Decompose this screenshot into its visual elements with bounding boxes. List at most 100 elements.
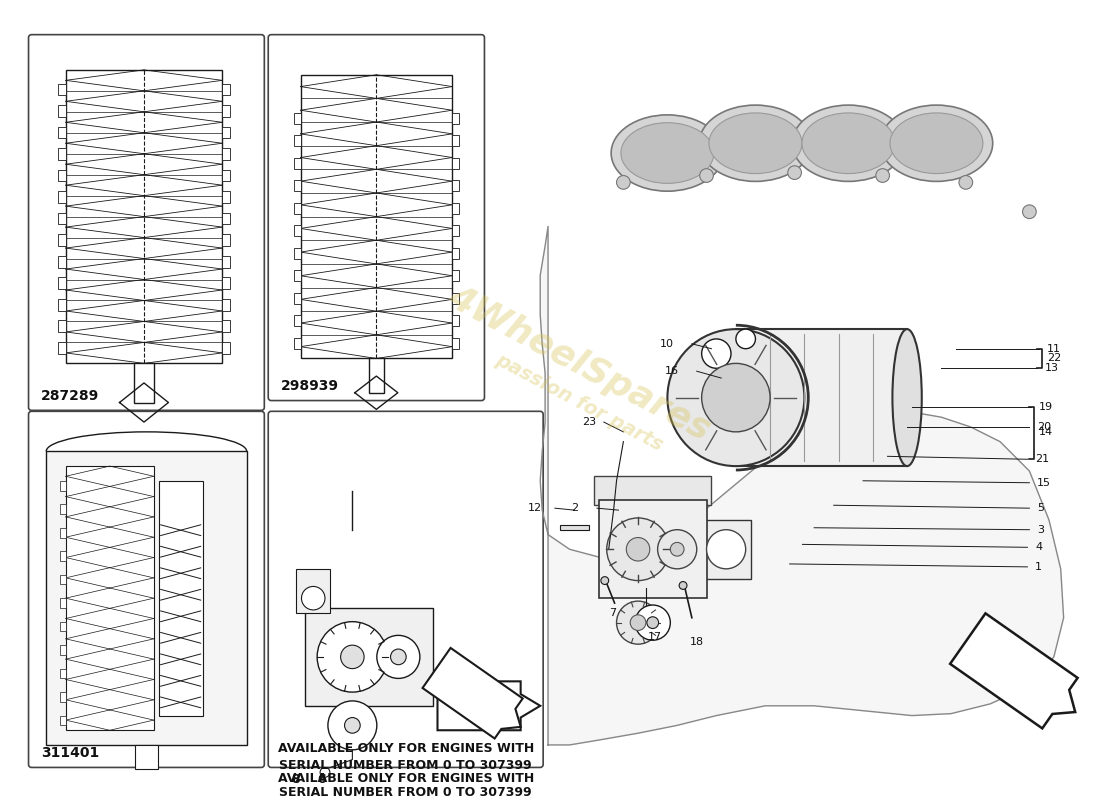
Text: 311401: 311401 bbox=[42, 746, 99, 760]
Bar bbox=[696, 520, 750, 578]
Bar bbox=[452, 293, 459, 304]
Text: 20: 20 bbox=[1037, 422, 1052, 432]
Bar bbox=[66, 466, 154, 730]
Bar bbox=[294, 158, 300, 169]
Text: 19: 19 bbox=[1040, 402, 1054, 413]
Text: 298939: 298939 bbox=[280, 379, 339, 393]
Bar bbox=[222, 191, 230, 203]
Ellipse shape bbox=[890, 113, 983, 174]
Circle shape bbox=[700, 169, 714, 182]
Text: 14: 14 bbox=[1040, 427, 1054, 437]
Text: 18: 18 bbox=[690, 638, 704, 647]
Circle shape bbox=[702, 339, 732, 368]
Bar bbox=[46, 451, 246, 745]
Polygon shape bbox=[950, 614, 1078, 728]
Bar bbox=[294, 181, 300, 191]
Bar bbox=[222, 256, 230, 267]
Circle shape bbox=[679, 582, 688, 590]
Bar bbox=[452, 226, 459, 236]
Text: 7: 7 bbox=[609, 608, 616, 618]
Bar bbox=[598, 500, 706, 598]
Circle shape bbox=[658, 530, 696, 569]
Text: SERIAL NUMBER FROM 0 TO 307399: SERIAL NUMBER FROM 0 TO 307399 bbox=[279, 786, 532, 799]
Bar bbox=[222, 342, 230, 354]
Bar bbox=[59, 622, 66, 631]
Ellipse shape bbox=[612, 115, 724, 191]
Text: 11: 11 bbox=[1047, 344, 1062, 354]
Bar bbox=[222, 83, 230, 95]
Bar bbox=[594, 476, 712, 506]
Bar bbox=[560, 525, 590, 530]
Bar bbox=[452, 270, 459, 281]
Text: 15: 15 bbox=[1037, 478, 1052, 488]
Bar bbox=[58, 191, 66, 203]
Ellipse shape bbox=[710, 113, 802, 174]
Polygon shape bbox=[540, 226, 1064, 745]
Bar bbox=[368, 358, 384, 393]
Bar bbox=[59, 692, 66, 702]
Text: 2: 2 bbox=[571, 503, 579, 513]
Bar bbox=[452, 135, 459, 146]
Circle shape bbox=[702, 363, 770, 432]
Bar bbox=[294, 293, 300, 304]
Circle shape bbox=[876, 169, 890, 182]
Bar bbox=[452, 248, 459, 258]
Bar bbox=[452, 338, 459, 349]
Circle shape bbox=[317, 622, 387, 692]
Text: 1: 1 bbox=[1035, 562, 1043, 572]
Bar bbox=[294, 248, 300, 258]
Bar bbox=[294, 270, 300, 281]
Circle shape bbox=[616, 175, 630, 190]
Circle shape bbox=[344, 718, 360, 733]
Bar bbox=[300, 74, 452, 358]
Ellipse shape bbox=[880, 105, 992, 182]
Circle shape bbox=[647, 617, 659, 629]
Text: 8: 8 bbox=[292, 773, 300, 786]
Bar bbox=[222, 148, 230, 160]
Polygon shape bbox=[438, 682, 540, 730]
Polygon shape bbox=[422, 648, 522, 738]
Text: 3: 3 bbox=[1037, 525, 1044, 534]
Bar bbox=[294, 226, 300, 236]
Text: AVAILABLE ONLY FOR ENGINES WITH: AVAILABLE ONLY FOR ENGINES WITH bbox=[277, 772, 534, 786]
Text: 13: 13 bbox=[1045, 363, 1059, 374]
Text: 17: 17 bbox=[648, 632, 662, 642]
Text: 12: 12 bbox=[528, 503, 542, 513]
Bar bbox=[222, 234, 230, 246]
Bar bbox=[222, 320, 230, 332]
Bar bbox=[59, 481, 66, 490]
Bar bbox=[294, 315, 300, 326]
Bar bbox=[452, 113, 459, 124]
Circle shape bbox=[670, 542, 684, 556]
Text: 16: 16 bbox=[666, 366, 679, 376]
Bar bbox=[222, 105, 230, 117]
Circle shape bbox=[736, 329, 756, 349]
Bar bbox=[58, 320, 66, 332]
Text: AVAILABLE ONLY FOR ENGINES WITH
SERIAL NUMBER FROM 0 TO 307399: AVAILABLE ONLY FOR ENGINES WITH SERIAL N… bbox=[277, 742, 534, 772]
Text: 4: 4 bbox=[1035, 542, 1043, 552]
Bar bbox=[134, 363, 154, 402]
Bar bbox=[58, 299, 66, 310]
Bar bbox=[58, 148, 66, 160]
Bar bbox=[222, 126, 230, 138]
Text: 21: 21 bbox=[1035, 454, 1049, 464]
Text: 23: 23 bbox=[582, 417, 596, 427]
Text: 4WheelSpares: 4WheelSpares bbox=[442, 280, 716, 447]
Circle shape bbox=[341, 645, 364, 669]
Bar bbox=[58, 213, 66, 225]
Circle shape bbox=[390, 649, 406, 665]
Bar bbox=[58, 234, 66, 246]
Ellipse shape bbox=[700, 105, 812, 182]
Circle shape bbox=[616, 601, 660, 644]
Bar bbox=[58, 170, 66, 182]
Bar bbox=[58, 342, 66, 354]
Circle shape bbox=[607, 518, 670, 581]
FancyBboxPatch shape bbox=[268, 411, 543, 767]
Circle shape bbox=[601, 577, 608, 585]
Circle shape bbox=[328, 701, 377, 750]
Bar bbox=[306, 608, 432, 706]
Bar bbox=[58, 105, 66, 117]
Circle shape bbox=[706, 530, 746, 569]
Circle shape bbox=[959, 175, 972, 190]
Circle shape bbox=[630, 615, 646, 630]
